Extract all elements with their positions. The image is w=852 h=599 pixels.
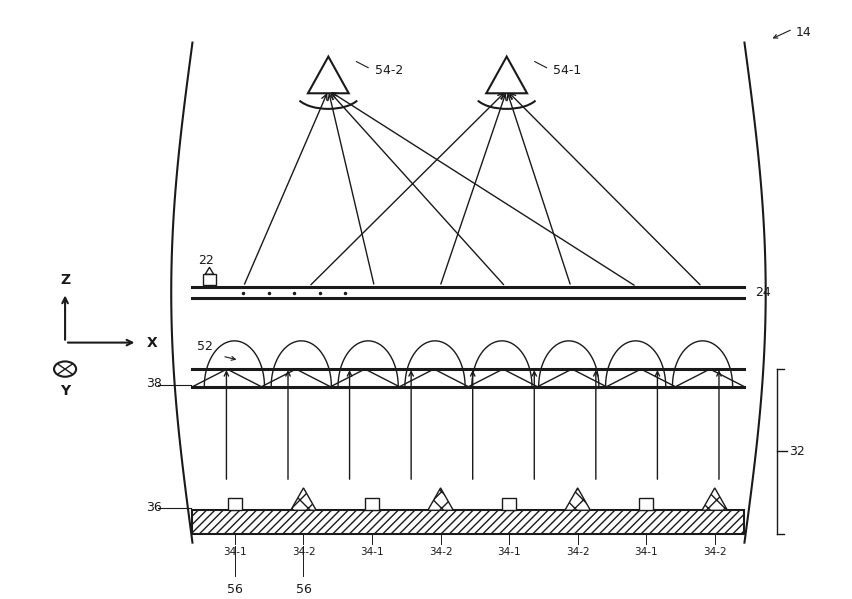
Polygon shape: [428, 488, 453, 510]
Polygon shape: [291, 488, 316, 510]
Text: 32: 32: [790, 445, 805, 458]
Text: 34-1: 34-1: [635, 547, 658, 556]
Polygon shape: [702, 488, 728, 510]
Text: 52: 52: [197, 340, 213, 353]
Text: 54-2: 54-2: [375, 63, 403, 77]
Text: 34-2: 34-2: [291, 547, 315, 556]
Text: 34-1: 34-1: [498, 547, 521, 556]
Bar: [203, 274, 216, 285]
Text: Y: Y: [60, 385, 70, 398]
Text: 56: 56: [296, 583, 312, 596]
Text: 56: 56: [227, 583, 243, 596]
Text: 24: 24: [755, 286, 770, 299]
Bar: [228, 498, 242, 510]
Bar: [193, 510, 745, 534]
Text: 34-2: 34-2: [429, 547, 452, 556]
Bar: [193, 510, 745, 534]
Text: 54-1: 54-1: [554, 63, 582, 77]
Text: 34-2: 34-2: [566, 547, 590, 556]
Text: 36: 36: [146, 501, 162, 514]
Bar: [639, 498, 653, 510]
Text: 34-1: 34-1: [360, 547, 384, 556]
Bar: [502, 498, 516, 510]
Text: X: X: [147, 335, 158, 350]
Text: 14: 14: [796, 26, 811, 39]
Text: 34-1: 34-1: [223, 547, 247, 556]
Polygon shape: [565, 488, 590, 510]
Text: 22: 22: [199, 255, 214, 267]
Bar: [365, 498, 379, 510]
Text: Z: Z: [60, 273, 70, 287]
Text: 38: 38: [146, 377, 162, 391]
Text: 34-2: 34-2: [703, 547, 727, 556]
